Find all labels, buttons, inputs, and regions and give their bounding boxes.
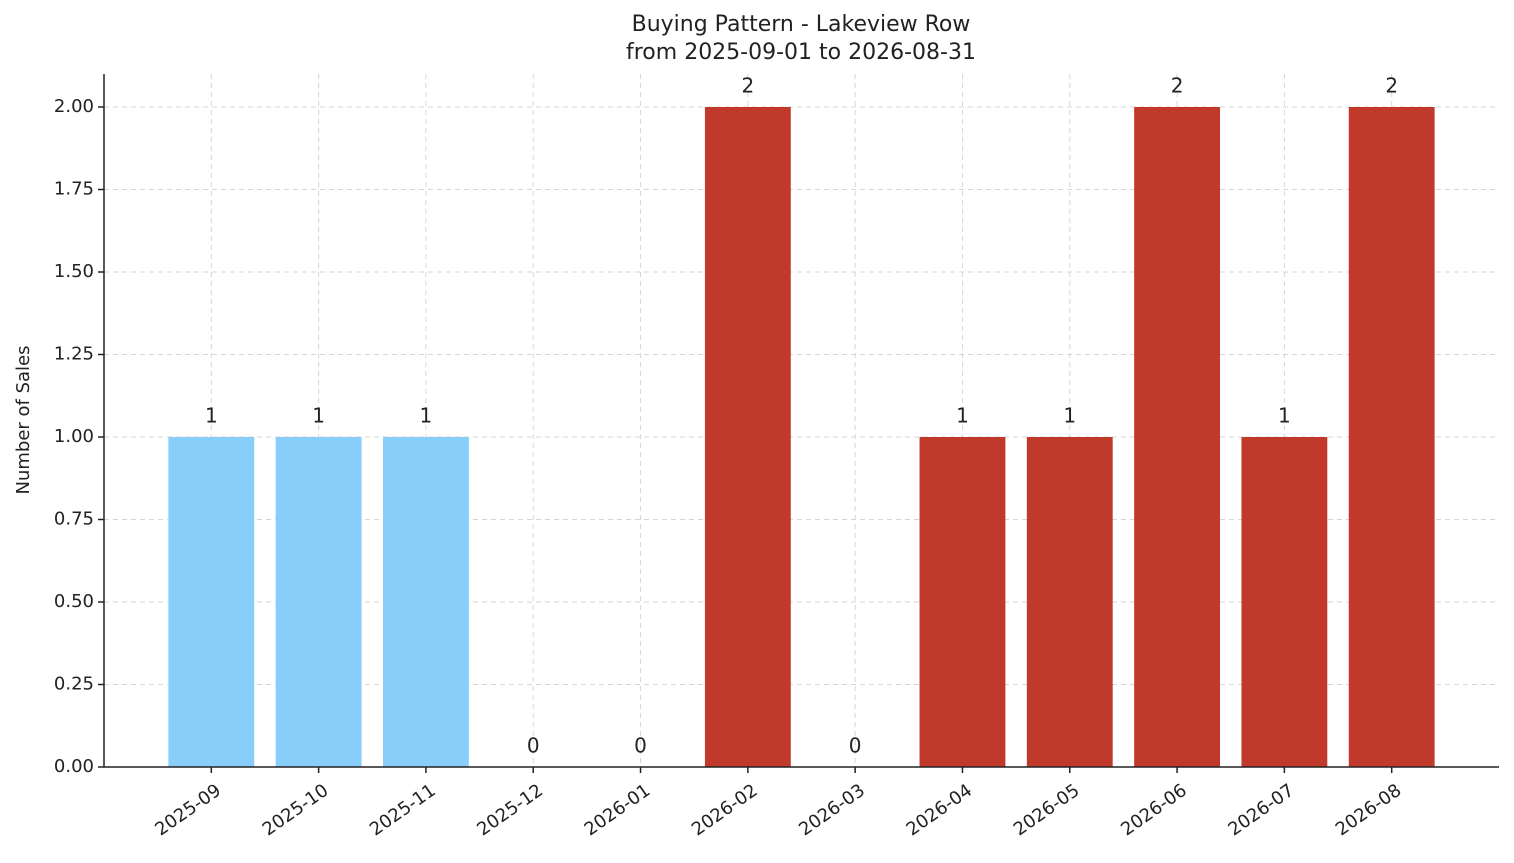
value-label: 1	[205, 404, 218, 428]
y-axis-label: Number of Sales	[13, 345, 34, 494]
bar	[383, 437, 469, 767]
bar	[275, 437, 362, 767]
x-tick-label: 2025-09	[151, 780, 225, 840]
y-tick-label: 1.00	[54, 426, 94, 447]
y-tick-label: 0.00	[54, 756, 94, 777]
x-tick-label: 2026-07	[1224, 780, 1298, 840]
y-tick-label: 1.75	[54, 179, 94, 200]
x-tick-label: 2026-04	[903, 780, 977, 840]
bar	[1348, 107, 1435, 767]
x-tick-label: 2025-11	[366, 780, 440, 840]
bar	[1241, 437, 1328, 767]
bar	[1026, 437, 1113, 767]
y-tick-label: 1.50	[54, 261, 94, 282]
x-tick-label: 2026-02	[688, 780, 762, 840]
x-tick-label: 2026-01	[581, 780, 655, 840]
bar	[168, 437, 255, 767]
x-tick-label: 2026-08	[1332, 780, 1406, 840]
bar	[1134, 107, 1220, 767]
y-tick-label: 1.25	[54, 344, 94, 365]
bar	[704, 107, 791, 767]
value-label: 0	[634, 734, 647, 758]
y-tick-label: 0.25	[54, 674, 94, 695]
value-label: 1	[312, 404, 325, 428]
y-tick-label: 0.75	[54, 509, 94, 530]
x-tick-label: 2025-10	[259, 780, 333, 840]
value-label: 1	[1278, 404, 1291, 428]
value-label: 2	[1385, 74, 1398, 98]
value-label: 0	[849, 734, 862, 758]
chart-subtitle: from 2025-09-01 to 2026-08-31	[626, 40, 976, 65]
y-tick-label: 0.50	[54, 591, 94, 612]
x-tick-label: 2026-03	[795, 780, 869, 840]
value-label: 1	[420, 404, 433, 428]
x-tick-label: 2026-05	[1010, 780, 1084, 840]
value-label: 0	[527, 734, 540, 758]
chart-title: Buying Pattern - Lakeview Row	[632, 12, 971, 37]
y-tick-label: 2.00	[54, 96, 94, 117]
value-label: 1	[956, 404, 969, 428]
x-tick-label: 2026-06	[1117, 780, 1191, 840]
bar	[919, 437, 1006, 767]
value-label: 2	[1171, 74, 1184, 98]
x-tick-label: 2025-12	[473, 780, 547, 840]
value-label: 2	[741, 74, 754, 98]
value-label: 1	[1063, 404, 1076, 428]
